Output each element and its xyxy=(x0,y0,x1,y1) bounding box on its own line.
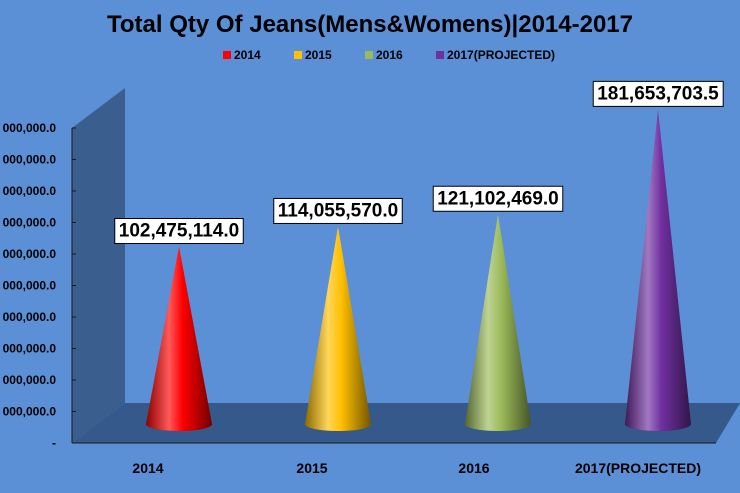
plot-floor xyxy=(72,403,740,443)
legend-item-2017(PROJECTED): 2017(PROJECTED) xyxy=(436,48,555,62)
data-label-value: 121,102,469.0 xyxy=(437,188,559,209)
chart-title: Total Qty Of Jeans(Mens&Womens)|2014-201… xyxy=(107,11,633,38)
legend-swatch xyxy=(436,51,444,59)
cone-series: 102,475,114.0 114,055,570.0 121,102,469.0 1… xyxy=(114,80,724,432)
x-tick-label: 2014 xyxy=(132,460,163,476)
y-tick-label: 000,000.0 xyxy=(3,373,57,387)
legend-item-2014: 2014 xyxy=(223,48,261,62)
x-tick-label: 2017(PROJECTED) xyxy=(575,460,701,476)
legend-item-2016: 2016 xyxy=(365,48,403,62)
legend-swatch xyxy=(223,51,231,59)
y-tick-label: 000,000.0 xyxy=(3,247,57,261)
cone-2016 xyxy=(465,214,531,431)
y-tick-label: 000,000.0 xyxy=(3,184,57,198)
y-tick-label: 000,000.0 xyxy=(3,216,57,230)
legend-item-2015: 2015 xyxy=(294,48,332,62)
data-label-2015: 114,055,570.0 xyxy=(273,197,403,224)
legend-label: 2017(PROJECTED) xyxy=(447,48,555,62)
data-label-2017(PROJECTED): 181,653,703.5 xyxy=(592,80,724,107)
x-axis-labels: 2014 2015 2016 2017(PROJECTED) xyxy=(132,460,701,476)
data-label-value: 114,055,570.0 xyxy=(278,200,398,221)
data-label-value: 102,475,114.0 xyxy=(119,221,239,242)
y-tick-label: 000,000.0 xyxy=(3,405,57,419)
y-tick-label: 000,000.0 xyxy=(3,342,57,356)
y-tick-label: 000,000.0 xyxy=(3,279,57,293)
data-label-2014: 102,475,114.0 xyxy=(114,218,244,245)
data-label-value: 181,653,703.5 xyxy=(597,83,719,104)
x-tick-label: 2015 xyxy=(296,460,327,476)
cone-2015 xyxy=(305,226,371,431)
legend: 2014 2015 2016 2017(PROJECTED) xyxy=(223,48,555,62)
y-axis: - 000,000.0 000,000.0 000,000.0 000,000.0 000… xyxy=(3,121,76,450)
cone-2014 xyxy=(146,246,212,431)
legend-label: 2014 xyxy=(234,48,261,62)
legend-swatch xyxy=(294,51,302,59)
legend-label: 2015 xyxy=(305,48,332,62)
legend-swatch xyxy=(365,51,373,59)
y-tick-label: 000,000.0 xyxy=(3,153,57,167)
plot-back-wall xyxy=(72,88,125,443)
y-tick-label: - xyxy=(52,436,56,450)
cone-2017(PROJECTED) xyxy=(625,109,691,432)
data-label-2016: 121,102,469.0 xyxy=(432,185,564,212)
y-tick-label: 000,000.0 xyxy=(3,121,57,135)
legend-label: 2016 xyxy=(376,48,403,62)
x-tick-label: 2016 xyxy=(458,460,489,476)
y-tick-label: 000,000.0 xyxy=(3,310,57,324)
